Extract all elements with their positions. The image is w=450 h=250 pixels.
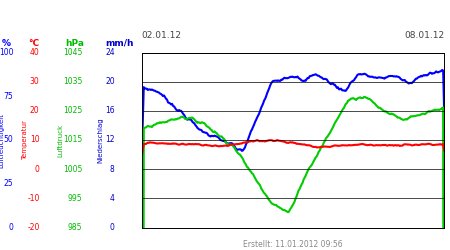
Text: Luftfeuchtigkeit: Luftfeuchtigkeit xyxy=(0,112,4,168)
Text: Temperatur: Temperatur xyxy=(22,120,28,160)
Text: 24: 24 xyxy=(105,48,115,57)
Text: 75: 75 xyxy=(4,92,13,101)
Text: 1015: 1015 xyxy=(63,136,82,144)
Text: 02.01.12: 02.01.12 xyxy=(142,31,182,40)
Text: 0: 0 xyxy=(110,223,115,232)
Text: 995: 995 xyxy=(68,194,82,203)
Text: 25: 25 xyxy=(4,179,14,188)
Text: 30: 30 xyxy=(30,77,40,86)
Text: -20: -20 xyxy=(27,223,40,232)
Text: 50: 50 xyxy=(4,136,13,144)
Text: 16: 16 xyxy=(105,106,115,115)
Text: 10: 10 xyxy=(30,136,40,144)
Text: 08.01.12: 08.01.12 xyxy=(404,31,444,40)
Text: 0: 0 xyxy=(35,165,40,174)
Text: 4: 4 xyxy=(110,194,115,203)
Text: Niederschlag: Niederschlag xyxy=(97,117,103,163)
Text: °C: °C xyxy=(28,39,40,48)
Text: 985: 985 xyxy=(68,223,82,232)
Text: 20: 20 xyxy=(105,77,115,86)
Text: %: % xyxy=(2,39,11,48)
Text: 1025: 1025 xyxy=(63,106,82,115)
Text: Erstellt: 11.01.2012 09:56: Erstellt: 11.01.2012 09:56 xyxy=(243,240,343,249)
Text: 1045: 1045 xyxy=(63,48,82,57)
Text: mm/h: mm/h xyxy=(105,39,133,48)
Text: hPa: hPa xyxy=(65,39,84,48)
Text: Luftdruck: Luftdruck xyxy=(58,124,64,156)
Text: 20: 20 xyxy=(30,106,40,115)
Text: -10: -10 xyxy=(27,194,40,203)
Text: 12: 12 xyxy=(105,136,115,144)
Text: 40: 40 xyxy=(30,48,40,57)
Text: 1005: 1005 xyxy=(63,165,82,174)
Text: 100: 100 xyxy=(0,48,14,57)
Text: 1035: 1035 xyxy=(63,77,82,86)
Text: 0: 0 xyxy=(9,223,13,232)
Text: 8: 8 xyxy=(110,165,115,174)
